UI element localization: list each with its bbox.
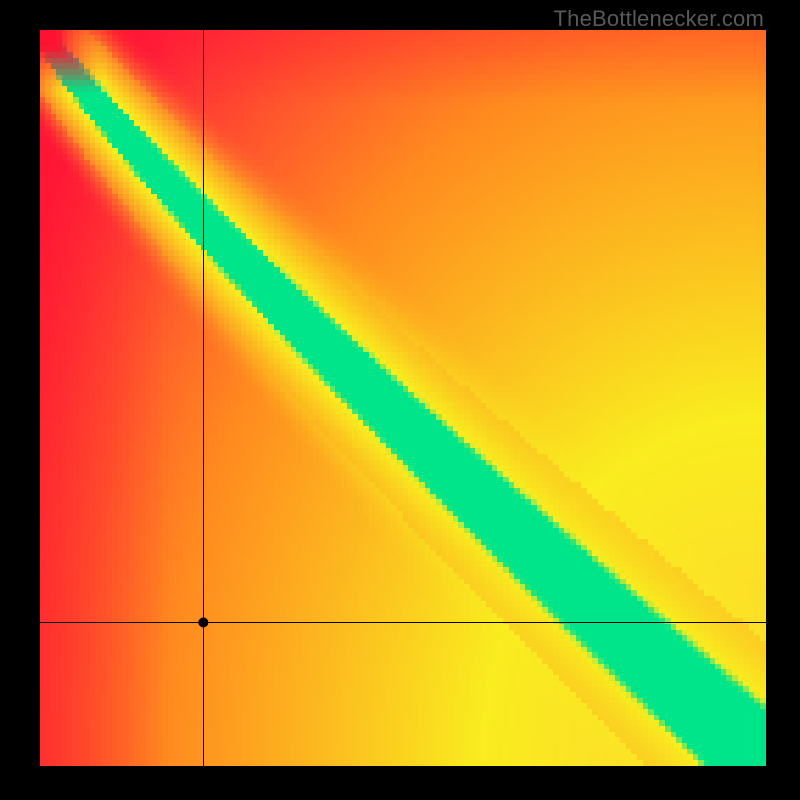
bottleneck-heatmap [40,30,766,766]
watermark-text: TheBottlenecker.com [554,6,764,32]
